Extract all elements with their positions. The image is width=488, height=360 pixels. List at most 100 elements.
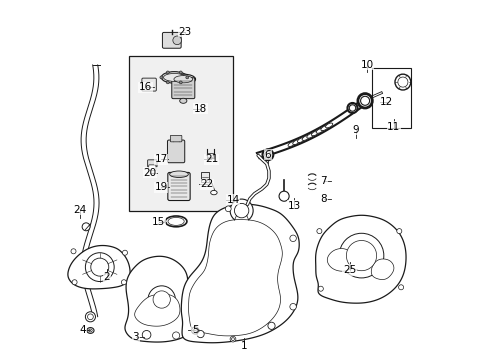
- Circle shape: [185, 76, 188, 79]
- Text: 5: 5: [191, 325, 198, 336]
- Circle shape: [267, 322, 275, 329]
- Text: 9: 9: [352, 125, 359, 135]
- Ellipse shape: [262, 149, 273, 160]
- Text: 11: 11: [386, 122, 400, 132]
- Circle shape: [91, 258, 108, 276]
- Text: 21: 21: [204, 154, 218, 164]
- Text: 18: 18: [194, 104, 207, 114]
- Text: 20: 20: [143, 168, 157, 178]
- Circle shape: [316, 229, 321, 234]
- Circle shape: [193, 329, 197, 332]
- Circle shape: [230, 199, 253, 222]
- FancyBboxPatch shape: [147, 160, 157, 167]
- Polygon shape: [315, 215, 405, 303]
- Circle shape: [72, 280, 77, 285]
- Text: 13: 13: [287, 201, 300, 211]
- Ellipse shape: [87, 328, 94, 333]
- Circle shape: [394, 74, 410, 90]
- Circle shape: [289, 235, 296, 242]
- Text: 24: 24: [73, 204, 86, 215]
- Circle shape: [197, 330, 204, 338]
- Ellipse shape: [357, 94, 371, 108]
- Ellipse shape: [210, 190, 217, 195]
- Circle shape: [234, 203, 248, 218]
- Circle shape: [398, 285, 403, 290]
- Ellipse shape: [297, 138, 304, 143]
- Bar: [128, 56, 232, 211]
- Ellipse shape: [292, 140, 299, 145]
- Circle shape: [85, 253, 114, 282]
- Text: 10: 10: [360, 60, 373, 70]
- Circle shape: [87, 314, 93, 320]
- Polygon shape: [188, 220, 282, 336]
- Polygon shape: [370, 259, 393, 279]
- Ellipse shape: [306, 133, 313, 138]
- Ellipse shape: [360, 96, 369, 105]
- Text: 1: 1: [241, 341, 247, 351]
- Text: 23: 23: [178, 27, 191, 37]
- Text: 3: 3: [132, 332, 139, 342]
- Ellipse shape: [179, 98, 186, 103]
- Circle shape: [148, 286, 175, 313]
- Circle shape: [179, 71, 182, 74]
- FancyBboxPatch shape: [171, 78, 194, 99]
- Circle shape: [122, 250, 127, 255]
- Circle shape: [346, 240, 376, 271]
- FancyBboxPatch shape: [142, 78, 156, 91]
- Circle shape: [225, 206, 231, 212]
- Circle shape: [153, 291, 170, 308]
- Ellipse shape: [168, 217, 184, 225]
- Circle shape: [85, 312, 95, 322]
- Ellipse shape: [347, 103, 357, 113]
- Text: 14: 14: [226, 195, 239, 205]
- Circle shape: [230, 336, 235, 342]
- Circle shape: [397, 77, 407, 87]
- Circle shape: [289, 303, 296, 310]
- Circle shape: [339, 233, 383, 278]
- Circle shape: [172, 36, 181, 45]
- Ellipse shape: [302, 136, 309, 140]
- Ellipse shape: [161, 72, 187, 83]
- Circle shape: [142, 330, 151, 339]
- FancyBboxPatch shape: [162, 32, 181, 48]
- Ellipse shape: [163, 73, 185, 81]
- Bar: [207, 153, 213, 157]
- Ellipse shape: [165, 216, 186, 227]
- FancyBboxPatch shape: [170, 135, 182, 142]
- Text: 4: 4: [80, 325, 86, 336]
- Circle shape: [121, 280, 126, 285]
- Circle shape: [82, 223, 90, 231]
- FancyBboxPatch shape: [148, 165, 156, 171]
- Text: 15: 15: [152, 217, 165, 228]
- Polygon shape: [134, 294, 180, 326]
- Ellipse shape: [325, 123, 332, 128]
- Ellipse shape: [174, 76, 192, 83]
- Circle shape: [160, 76, 163, 79]
- Ellipse shape: [88, 329, 92, 332]
- Text: 6: 6: [264, 150, 271, 160]
- Text: 2: 2: [103, 272, 110, 282]
- Circle shape: [396, 229, 401, 234]
- Ellipse shape: [316, 129, 323, 133]
- Ellipse shape: [348, 105, 355, 111]
- Text: 25: 25: [342, 265, 356, 275]
- Text: 7: 7: [320, 176, 326, 186]
- Circle shape: [71, 249, 76, 254]
- Ellipse shape: [320, 126, 327, 131]
- Text: 19: 19: [154, 182, 167, 192]
- Polygon shape: [125, 256, 194, 342]
- Text: 16: 16: [139, 82, 152, 92]
- Circle shape: [166, 71, 169, 74]
- Circle shape: [231, 338, 234, 341]
- FancyBboxPatch shape: [167, 172, 190, 201]
- Circle shape: [172, 332, 179, 339]
- Text: 22: 22: [200, 179, 213, 189]
- Bar: [371, 68, 410, 128]
- Circle shape: [179, 81, 182, 84]
- Ellipse shape: [311, 131, 318, 136]
- Ellipse shape: [169, 171, 188, 177]
- Text: 12: 12: [379, 96, 392, 107]
- FancyBboxPatch shape: [167, 140, 184, 163]
- Circle shape: [318, 286, 323, 291]
- Circle shape: [166, 81, 169, 84]
